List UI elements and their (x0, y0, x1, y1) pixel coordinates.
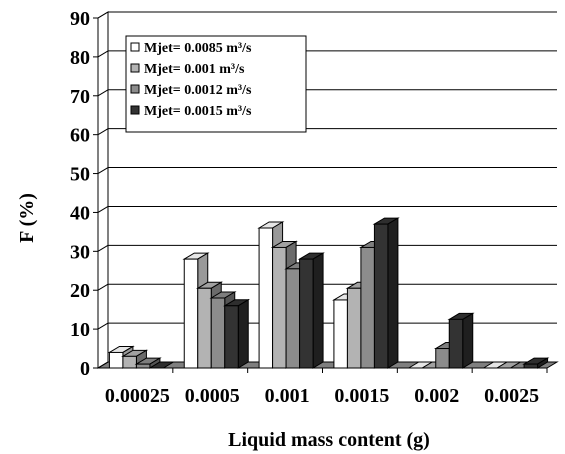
legend: Mjet= 0.0085 m³/s Mjet= 0.001 m³/s Mjet= 0… (125, 35, 307, 133)
legend-swatch (130, 105, 140, 115)
legend-swatch (130, 84, 140, 94)
bar (447, 312, 475, 369)
y-tick-label: 40 (70, 202, 90, 224)
bars (107, 217, 550, 369)
x-tick-label: 0.0015 (334, 385, 389, 407)
x-axis-categories: 0.00025 0.0005 0.001 0.0015 0.002 0.0025 (105, 368, 548, 407)
legend-item: Mjet= 0.0012 m³/s (130, 83, 252, 98)
legend-swatch (130, 42, 140, 52)
x-axis-label: Liquid mass content (g) (228, 429, 430, 451)
legend-label: Mjet= 0.0085 m³/s (144, 41, 252, 56)
legend-item: Mjet= 0.0015 m³/s (130, 104, 252, 119)
x-tick-label: 0.0005 (185, 385, 240, 407)
y-tick-label: 80 (70, 47, 90, 69)
legend-label: Mjet= 0.0015 m³/s (144, 104, 252, 119)
legend-label: Mjet= 0.0012 m³/s (144, 83, 252, 98)
legend-box (125, 35, 307, 133)
bar (522, 357, 550, 369)
y-tick-label: 20 (70, 280, 90, 302)
legend-item: Mjet= 0.0085 m³/s (130, 41, 252, 56)
x-tick-label: 0.00025 (105, 385, 170, 407)
y-tick-label: 10 (70, 319, 90, 341)
legend-label: Mjet= 0.001 m³/s (144, 62, 245, 77)
y-tick-label: 90 (70, 8, 90, 30)
y-axis-label: F (%) (16, 193, 38, 243)
y-tick-label: 50 (70, 164, 90, 186)
bar (372, 217, 400, 369)
bar (134, 357, 162, 369)
y-tick-label: 30 (70, 241, 90, 263)
bar (222, 298, 251, 369)
legend-swatch (130, 63, 140, 73)
x-tick-label: 0.0025 (484, 385, 539, 407)
x-tick-label: 0.001 (265, 385, 310, 407)
x-tick-label: 0.002 (414, 385, 459, 407)
y-tick-label: 0 (80, 358, 90, 380)
legend-item: Mjet= 0.001 m³/s (130, 62, 245, 77)
y-tick-label: 60 (70, 125, 90, 147)
bar (148, 361, 176, 369)
y-tick-label: 70 (70, 86, 90, 108)
bar (297, 252, 325, 369)
